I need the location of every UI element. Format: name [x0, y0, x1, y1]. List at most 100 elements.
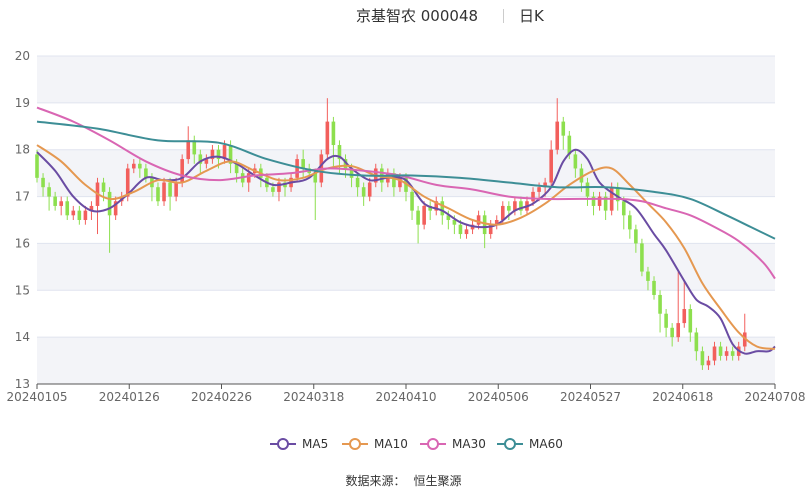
x-tick-label: 20240410	[375, 390, 436, 404]
candle	[706, 355, 711, 370]
legend-marker	[427, 438, 439, 450]
candle	[95, 177, 100, 235]
candle-body	[210, 149, 215, 160]
ma60-line	[36, 120, 776, 240]
candle-body	[228, 145, 233, 164]
candle	[434, 196, 439, 216]
title-separator	[503, 9, 504, 23]
candle	[700, 346, 705, 370]
candle-body	[174, 182, 178, 197]
candle-body	[422, 205, 426, 225]
legend-marker	[349, 438, 361, 450]
candle-body	[452, 220, 457, 225]
candle	[204, 154, 209, 169]
legend-label: MA5	[302, 437, 329, 451]
candle-body	[331, 121, 336, 146]
candlestick-chart: 13 14 15 16 17 18 19 20 20240105 20240126 20240226…	[6, 49, 805, 404]
legend-symbol	[420, 437, 446, 451]
legend-label: MA30	[452, 437, 486, 451]
candle-body	[688, 309, 693, 333]
candles-group	[35, 98, 747, 370]
candle-body	[628, 215, 632, 230]
candle-body	[65, 201, 70, 216]
x-tick-label: 20240506	[468, 390, 529, 404]
legend-item-ma10[interactable]: MA10	[342, 434, 408, 454]
y-tick-label: 15	[15, 283, 30, 297]
candle	[670, 323, 674, 347]
candle-body	[676, 323, 681, 338]
candle-body	[531, 191, 535, 202]
candle	[591, 191, 596, 216]
candle	[652, 276, 656, 300]
y-tick-label: 19	[15, 96, 30, 110]
candle-body	[549, 149, 553, 183]
candle-body	[204, 159, 209, 164]
candle	[494, 215, 499, 230]
candle-body	[591, 196, 596, 206]
candle-body	[101, 182, 106, 192]
legend-item-ma60[interactable]: MA60	[497, 434, 563, 454]
candle	[488, 220, 493, 239]
candle-body	[168, 182, 172, 197]
candle	[646, 266, 650, 291]
candle-body	[343, 159, 348, 169]
candle-body	[567, 135, 572, 155]
candle	[513, 196, 517, 216]
candle	[561, 116, 566, 150]
candle-body	[144, 168, 148, 178]
candle	[77, 205, 82, 225]
candle-body	[295, 159, 299, 178]
candle-body	[392, 173, 396, 188]
candle-body	[646, 271, 650, 281]
candle	[168, 177, 172, 211]
candle-body	[700, 351, 705, 366]
candle-body	[446, 215, 451, 220]
y-tick-label: 18	[15, 143, 30, 157]
candle	[295, 154, 299, 183]
candle-body	[573, 154, 578, 169]
candle-body	[222, 145, 227, 160]
legend-item-ma5[interactable]: MA5	[270, 434, 328, 454]
candle-body	[404, 177, 408, 192]
candle-body	[694, 332, 699, 352]
candle	[71, 205, 76, 220]
source-value: 恒生聚源	[413, 474, 462, 488]
chart-title-row: 京基智农 000048 日K	[0, 5, 807, 27]
candle	[210, 145, 215, 164]
candle	[83, 205, 88, 225]
legend-symbol	[270, 437, 296, 451]
candle-body	[519, 201, 523, 211]
candle-body	[670, 327, 674, 338]
candle	[482, 210, 487, 249]
candle-body	[398, 177, 402, 188]
candle	[422, 201, 426, 230]
x-tick-label: 20240105	[6, 390, 67, 404]
chart-legend[interactable]: MA5 MA10 MA30 MA60	[0, 434, 807, 454]
candle-body	[125, 168, 130, 197]
candle-body	[131, 163, 136, 169]
candle	[688, 304, 693, 342]
chart-title: 京基智农 000048	[356, 7, 479, 25]
candle-body	[507, 205, 511, 211]
candle	[59, 196, 63, 216]
y-tick-label: 17	[15, 190, 30, 204]
legend-symbol	[497, 437, 523, 451]
legend-label: MA10	[374, 437, 408, 451]
candle	[138, 159, 142, 178]
grid-band	[37, 243, 775, 291]
candle	[156, 182, 160, 206]
candle-body	[482, 215, 487, 235]
source-label: 数据来源：	[345, 474, 406, 488]
candle-body	[458, 224, 463, 235]
x-tick-label: 20240318	[283, 390, 344, 404]
candle-body	[494, 220, 499, 225]
candle-body	[658, 294, 662, 314]
candle-body	[162, 182, 166, 202]
candle-body	[35, 154, 39, 178]
candle	[597, 191, 602, 211]
legend-item-ma30[interactable]: MA30	[420, 434, 486, 454]
candle-body	[579, 168, 584, 183]
candle-body	[724, 351, 729, 356]
candle	[162, 177, 166, 206]
candle-body	[561, 121, 566, 136]
